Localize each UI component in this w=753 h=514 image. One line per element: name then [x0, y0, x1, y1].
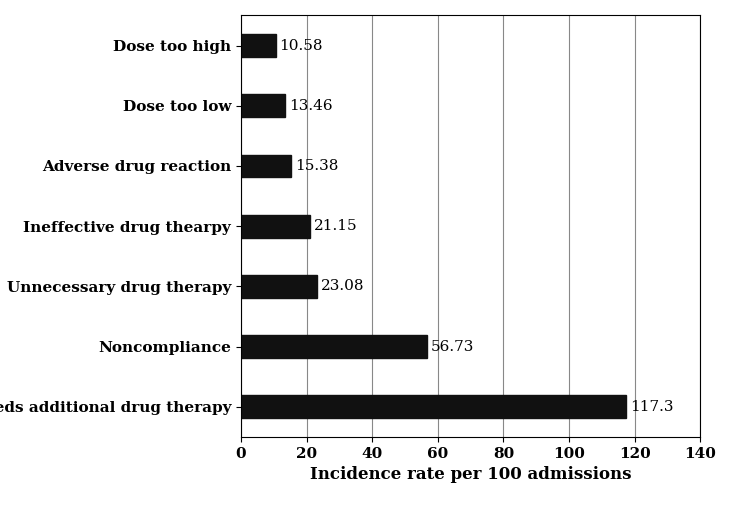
Text: 10.58: 10.58: [279, 39, 323, 52]
Bar: [241, 155, 291, 177]
Text: 23.08: 23.08: [321, 280, 364, 293]
Bar: [241, 335, 427, 358]
X-axis label: Incidence rate per 100 admissions: Incidence rate per 100 admissions: [310, 466, 631, 483]
Text: 13.46: 13.46: [289, 99, 333, 113]
Bar: [241, 34, 276, 57]
Text: 117.3: 117.3: [630, 400, 673, 414]
Bar: [241, 94, 285, 117]
Bar: [241, 275, 317, 298]
Bar: [241, 215, 310, 237]
Text: 15.38: 15.38: [295, 159, 339, 173]
Text: 56.73: 56.73: [431, 340, 474, 354]
Text: 21.15: 21.15: [314, 219, 358, 233]
Bar: [241, 395, 626, 418]
